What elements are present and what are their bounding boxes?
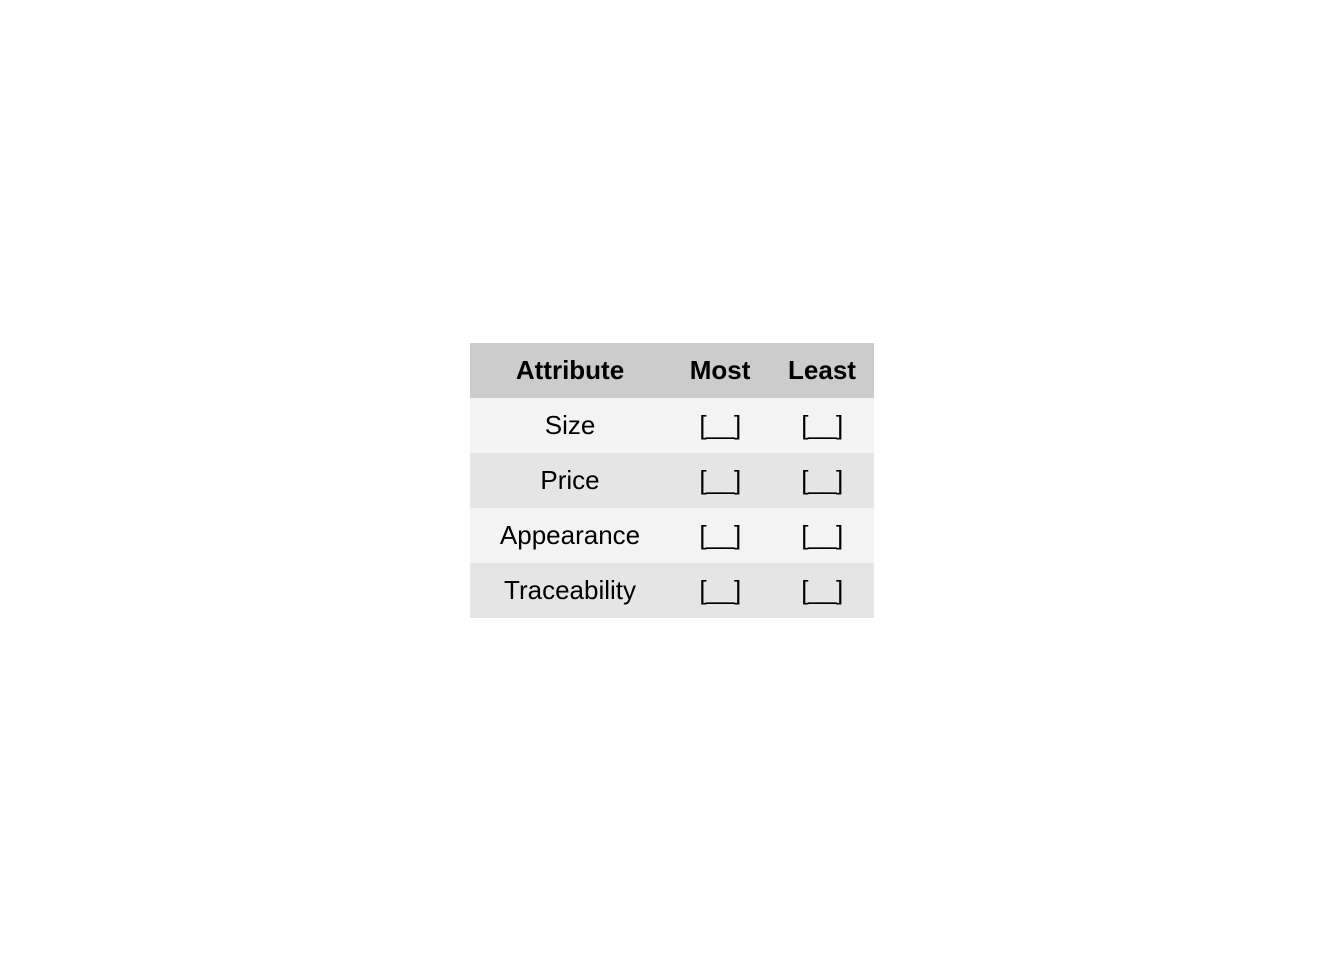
least-checkbox[interactable]: [__] — [770, 563, 874, 618]
checkbox-icon: [__] — [699, 520, 740, 550]
most-checkbox[interactable]: [__] — [670, 508, 770, 563]
checkbox-icon: [__] — [699, 575, 740, 605]
table-body: Size [__] [__] Price [__] [__] Appearanc… — [470, 398, 874, 618]
header-most: Most — [670, 343, 770, 398]
checkbox-icon: [__] — [801, 575, 842, 605]
header-least: Least — [770, 343, 874, 398]
checkbox-icon: [__] — [801, 465, 842, 495]
checkbox-icon: [__] — [801, 410, 842, 440]
least-checkbox[interactable]: [__] — [770, 398, 874, 453]
header-row: Attribute Most Least — [470, 343, 874, 398]
attribute-cell: Price — [470, 453, 670, 508]
attribute-cell: Size — [470, 398, 670, 453]
least-checkbox[interactable]: [__] — [770, 508, 874, 563]
most-checkbox[interactable]: [__] — [670, 398, 770, 453]
most-checkbox[interactable]: [__] — [670, 563, 770, 618]
attribute-table: Attribute Most Least Size [__] [__] Pric… — [470, 343, 874, 618]
attribute-cell: Traceability — [470, 563, 670, 618]
most-checkbox[interactable]: [__] — [670, 453, 770, 508]
least-checkbox[interactable]: [__] — [770, 453, 874, 508]
table-row: Traceability [__] [__] — [470, 563, 874, 618]
table-row: Price [__] [__] — [470, 453, 874, 508]
checkbox-icon: [__] — [699, 410, 740, 440]
header-attribute: Attribute — [470, 343, 670, 398]
table-row: Appearance [__] [__] — [470, 508, 874, 563]
table-row: Size [__] [__] — [470, 398, 874, 453]
checkbox-icon: [__] — [699, 465, 740, 495]
checkbox-icon: [__] — [801, 520, 842, 550]
attribute-cell: Appearance — [470, 508, 670, 563]
